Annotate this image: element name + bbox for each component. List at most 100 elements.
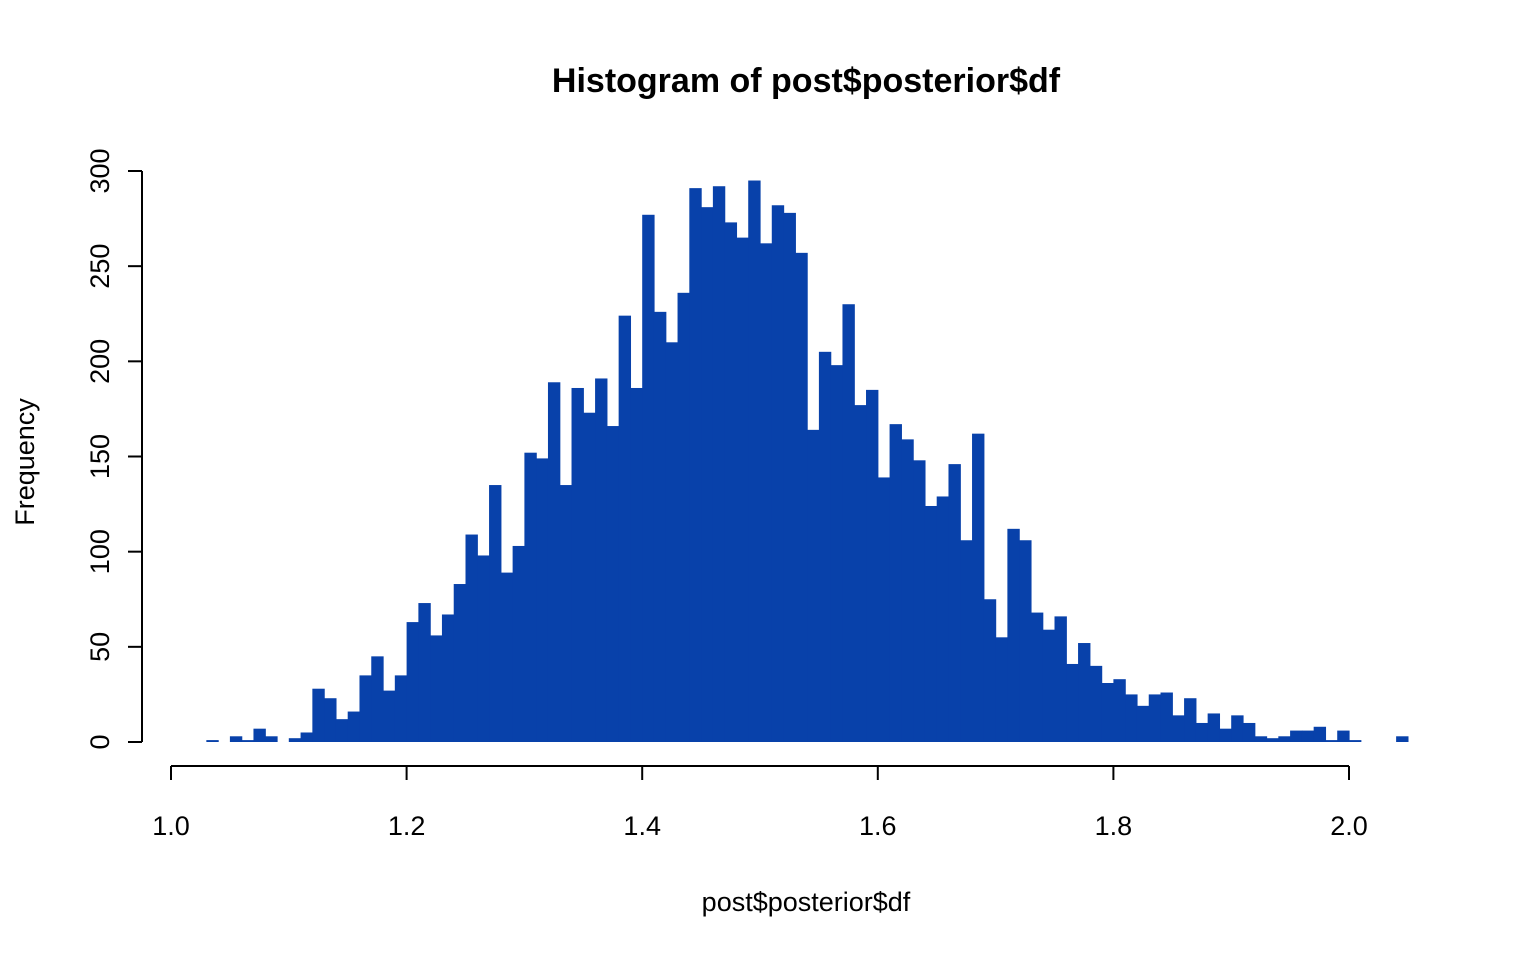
x-axis-label: post$posterior$df bbox=[702, 887, 911, 917]
histogram-bar bbox=[288, 738, 302, 742]
histogram-bar bbox=[1089, 665, 1103, 742]
histogram-bar bbox=[936, 496, 950, 742]
x-tick-label: 1.6 bbox=[859, 811, 897, 841]
histogram-bar bbox=[960, 540, 973, 742]
histogram-bar bbox=[206, 740, 219, 742]
histogram-bar bbox=[854, 405, 867, 742]
histogram-bar bbox=[830, 365, 844, 742]
histogram-bar bbox=[441, 614, 455, 742]
x-tick-label: 2.0 bbox=[1330, 811, 1368, 841]
histogram-bars bbox=[206, 180, 1409, 743]
histogram-bar bbox=[1349, 740, 1362, 742]
chart-title: Histogram of post$posterior$df bbox=[552, 62, 1061, 100]
histogram-bar bbox=[394, 675, 408, 742]
histogram-bar bbox=[536, 458, 549, 742]
x-tick-label: 1.8 bbox=[1095, 811, 1133, 841]
histogram-bar bbox=[265, 736, 278, 742]
histogram-bar bbox=[371, 656, 384, 742]
histogram-bar bbox=[583, 412, 596, 742]
histogram-bar bbox=[347, 711, 361, 742]
histogram-bar bbox=[1019, 540, 1032, 742]
histogram-bar bbox=[335, 719, 349, 742]
histogram-bar bbox=[948, 464, 961, 742]
histogram-bar bbox=[253, 728, 266, 742]
histogram-bar bbox=[889, 424, 902, 742]
histogram-bar bbox=[477, 555, 490, 742]
histogram-bar bbox=[1396, 736, 1409, 742]
histogram-bar bbox=[430, 635, 443, 742]
histogram-bar bbox=[1078, 643, 1091, 742]
histogram-bar bbox=[818, 351, 832, 742]
histogram-bar bbox=[866, 389, 879, 742]
histogram-bar bbox=[630, 387, 643, 742]
histogram-bar bbox=[1113, 679, 1126, 742]
histogram-bar bbox=[701, 207, 714, 742]
histogram-bar bbox=[689, 188, 702, 742]
y-axis-ticks: 0 50 100 150 200 250 300 bbox=[85, 148, 142, 750]
histogram-bar bbox=[1125, 694, 1138, 742]
histogram-bar bbox=[995, 637, 1008, 742]
histogram-bar bbox=[924, 505, 938, 742]
histogram-bar bbox=[406, 622, 419, 742]
histogram-bar bbox=[736, 237, 749, 742]
histogram-bar bbox=[1313, 726, 1327, 742]
histogram-bar bbox=[842, 304, 855, 742]
histogram-bar bbox=[1337, 730, 1350, 742]
histogram-bar bbox=[1148, 694, 1162, 742]
histogram-bar bbox=[359, 675, 372, 742]
histogram-bar bbox=[748, 180, 761, 742]
histogram-bar bbox=[665, 342, 679, 742]
histogram-bar bbox=[1066, 663, 1079, 742]
histogram-bar bbox=[1042, 629, 1056, 742]
histogram-bar bbox=[1136, 705, 1150, 742]
histogram-bar bbox=[771, 205, 785, 742]
histogram-bar bbox=[1101, 682, 1114, 742]
histogram-bar bbox=[877, 477, 891, 742]
y-tick-label: 100 bbox=[85, 529, 115, 574]
histogram-bar bbox=[606, 426, 620, 742]
histogram-bar bbox=[807, 429, 820, 742]
histogram-bar bbox=[241, 740, 255, 742]
y-tick-label: 50 bbox=[85, 632, 115, 662]
histogram-bar bbox=[677, 292, 690, 742]
histogram-bar bbox=[418, 603, 431, 742]
histogram-bar bbox=[1254, 736, 1268, 742]
y-tick-label: 250 bbox=[85, 244, 115, 289]
x-tick-label: 1.0 bbox=[152, 811, 190, 841]
histogram-bar bbox=[1007, 528, 1020, 742]
histogram-bar bbox=[1054, 616, 1067, 742]
histogram-bar bbox=[1160, 692, 1173, 742]
histogram-bar bbox=[500, 572, 514, 742]
histogram-bar bbox=[595, 378, 608, 742]
histogram-bar bbox=[795, 252, 808, 743]
histogram-bar bbox=[913, 460, 926, 742]
histogram-bar bbox=[901, 439, 914, 742]
histogram-bar bbox=[1266, 738, 1279, 742]
histogram-bar bbox=[547, 382, 561, 742]
histogram-bar bbox=[465, 534, 478, 742]
histogram-bar bbox=[524, 452, 537, 742]
histogram-bar bbox=[1172, 715, 1185, 742]
histogram-bar bbox=[642, 214, 655, 742]
histogram-bar bbox=[1301, 730, 1315, 742]
y-tick-label: 0 bbox=[85, 734, 115, 749]
histogram-bar bbox=[783, 212, 796, 742]
histogram-bar bbox=[1278, 736, 1291, 742]
histogram-bar bbox=[324, 698, 337, 742]
histogram-bar bbox=[1195, 722, 1209, 742]
histogram-bar bbox=[1184, 698, 1197, 742]
histogram-bar bbox=[983, 599, 997, 742]
y-tick-label: 200 bbox=[85, 339, 115, 384]
y-axis-label: Frequency bbox=[10, 398, 40, 526]
histogram-bar bbox=[653, 311, 667, 742]
histogram-bar bbox=[559, 485, 573, 742]
histogram-bar bbox=[229, 736, 243, 742]
histogram-bar bbox=[1290, 730, 1303, 742]
histogram-bar bbox=[724, 222, 738, 742]
x-axis-ticks: 1.0 1.2 1.4 1.6 1.8 2.0 bbox=[152, 766, 1368, 841]
histogram-bar bbox=[618, 315, 632, 742]
histogram-bar bbox=[383, 690, 396, 742]
histogram-bar bbox=[453, 584, 467, 742]
histogram-bar bbox=[1242, 722, 1256, 742]
